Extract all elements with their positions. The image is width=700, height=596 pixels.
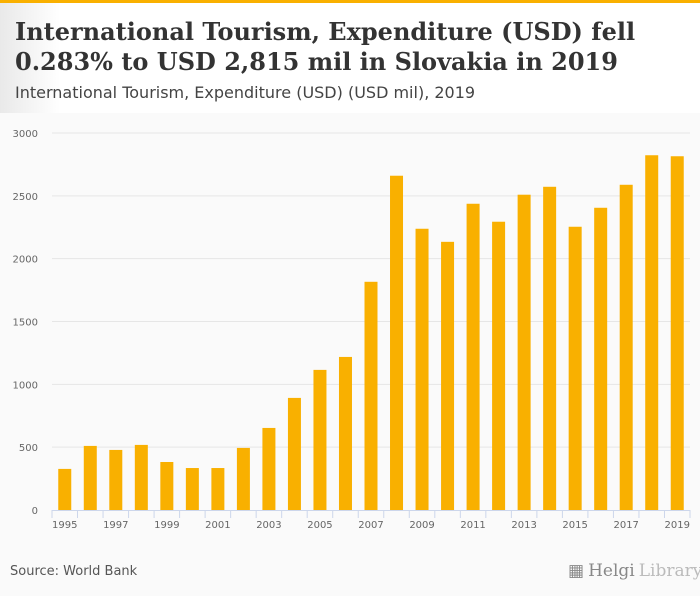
source-label: Source: World Bank <box>10 564 138 579</box>
bar-1995 <box>58 468 72 510</box>
y-tick-label: 500 <box>19 443 38 454</box>
x-tick-label: 1997 <box>103 520 128 531</box>
x-tick-label: 2001 <box>205 520 230 531</box>
bar-2019 <box>670 156 684 510</box>
bar-2010 <box>441 241 455 510</box>
x-tick-label: 2017 <box>613 520 638 531</box>
x-tick-label: 2007 <box>358 520 383 531</box>
header: International Tourism, Expenditure (USD)… <box>0 3 700 113</box>
x-tick-label: 2003 <box>256 520 281 531</box>
chart-subtitle: International Tourism, Expenditure (USD)… <box>15 83 476 102</box>
library-building-icon: ▦ <box>568 561 585 581</box>
bar-2002 <box>236 447 250 510</box>
bar-chart: 0 500 1000 1500 2000 2500 3000 1995 1997 1999 2001… <box>13 129 691 531</box>
bar-1998 <box>134 444 148 510</box>
y-tick-label: 2500 <box>13 192 38 203</box>
y-tick-label: 1500 <box>13 318 38 329</box>
bar-2018 <box>645 155 659 511</box>
x-tick-label: 2013 <box>511 520 536 531</box>
chart-title: International Tourism, Expenditure (USD)… <box>15 17 636 76</box>
bar-1997 <box>109 449 123 510</box>
bar-2007 <box>364 281 378 510</box>
x-tick-label: 2011 <box>460 520 485 531</box>
bar-2017 <box>619 184 633 510</box>
bar-2000 <box>185 468 199 510</box>
x-tick-label: 2015 <box>562 520 587 531</box>
bar-2016 <box>594 207 608 510</box>
bar-2006 <box>338 356 352 510</box>
bar-1999 <box>160 461 174 510</box>
y-tick-label: 0 <box>32 506 38 517</box>
bar-2012 <box>492 221 506 510</box>
y-tick-label: 2000 <box>13 255 38 266</box>
helgi-library-logo: ▦ Helgi Library. <box>568 561 700 581</box>
x-tick-label: 1995 <box>52 520 77 531</box>
top-accent-bar <box>0 0 700 3</box>
bar-2011 <box>466 203 480 510</box>
x-tick-label: 1999 <box>154 520 179 531</box>
x-tick-label: 2019 <box>665 520 690 531</box>
y-tick-label: 3000 <box>13 129 38 140</box>
bar-2005 <box>313 369 327 510</box>
y-tick-label: 1000 <box>13 380 38 391</box>
x-tick-label: 2009 <box>409 520 434 531</box>
bar-1996 <box>83 445 97 510</box>
bar-2008 <box>390 175 404 510</box>
bar-2013 <box>517 194 531 510</box>
bar-2015 <box>568 226 582 511</box>
bar-2001 <box>211 468 225 510</box>
x-tick-label: 2005 <box>307 520 332 531</box>
bar-2004 <box>287 397 301 510</box>
bar-2009 <box>415 228 429 510</box>
bar-2003 <box>262 427 276 510</box>
bar-2014 <box>543 186 557 510</box>
